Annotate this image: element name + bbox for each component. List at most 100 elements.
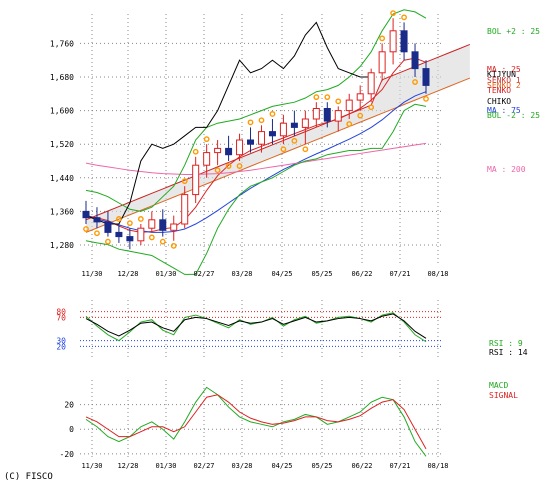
rsi-tick-label: 20	[56, 342, 66, 351]
rsi-legend-label: RSI : 14	[489, 348, 528, 357]
rsi-legend-label: RSI : 9	[489, 339, 523, 348]
psar-dot	[214, 167, 221, 174]
copyright-notice: (C) FISCO	[4, 472, 53, 482]
psar-dot	[269, 111, 276, 117]
psar-dot	[302, 146, 309, 153]
psar-dot	[170, 242, 177, 249]
x-tick-label: 03/28	[231, 270, 252, 278]
price-legend-label: BOL -2 : 25	[487, 111, 540, 120]
x-tick-label: 01/30	[155, 270, 176, 278]
psar-dot	[258, 117, 265, 124]
x-tick-label: 04/25	[271, 270, 292, 278]
candle-body	[290, 122, 298, 128]
psar-dot	[159, 238, 166, 245]
price-legend-label: MA : 25	[487, 65, 521, 74]
candle-body	[323, 108, 331, 122]
y-tick-label: 1,760	[50, 39, 74, 48]
rsi-tick-label: 30	[56, 337, 66, 346]
psar-dot	[357, 112, 364, 119]
psar-dot	[280, 146, 287, 153]
candle-body	[312, 108, 320, 120]
y-tick-label: 1,600	[50, 107, 74, 116]
psar-dot	[137, 216, 144, 222]
macd-line	[85, 386, 427, 457]
psar-dot	[313, 94, 320, 101]
candle-body	[356, 93, 364, 101]
candle-body	[247, 139, 255, 145]
psar-dot	[291, 137, 298, 144]
candle-body	[82, 210, 90, 219]
series-line	[85, 142, 427, 175]
psar-dot	[83, 226, 89, 232]
psar-dot	[94, 230, 100, 237]
psar-dot	[181, 178, 188, 185]
rsi-tick-label: 70	[56, 313, 66, 322]
psar-dot	[236, 163, 243, 169]
x-tick-label: 06/22	[351, 270, 372, 278]
macd-tick-label: 0	[69, 425, 74, 434]
y-tick-label: 1,520	[50, 140, 74, 149]
price-legend-label: MA : 200	[487, 165, 526, 174]
x-tick-label: 12/28	[117, 270, 138, 278]
candle-body	[181, 194, 189, 225]
price-legend-label: MA : 75	[487, 106, 521, 115]
candle-body	[301, 118, 309, 128]
candle-body	[203, 152, 211, 166]
psar-dot	[401, 14, 407, 21]
psar-dot	[105, 238, 111, 245]
x-tick-label-bottom: 01/30	[155, 462, 176, 470]
y-tick-label: 1,680	[50, 73, 74, 82]
candle-body	[148, 219, 156, 229]
candle-body	[279, 122, 287, 137]
macd-tick-label: 20	[64, 401, 74, 410]
macd-legend-label: MACD	[489, 381, 508, 390]
x-tick-label-bottom: 08/18	[427, 462, 448, 470]
candle-body	[367, 72, 375, 95]
candle-body	[378, 51, 386, 74]
x-tick-label-bottom: 02/27	[193, 462, 214, 470]
x-tick-label-bottom: 03/28	[231, 462, 252, 470]
candle-body	[400, 30, 408, 53]
candle-body	[192, 164, 200, 196]
price-legend-label: KIJYUN	[487, 70, 516, 79]
psar-dot	[247, 119, 254, 126]
series-line	[85, 21, 372, 225]
x-tick-label: 07/21	[389, 270, 410, 278]
rsi-line	[85, 313, 427, 339]
candle-body	[411, 51, 419, 70]
psar-dot	[148, 234, 155, 241]
y-tick-label: 1,280	[50, 241, 74, 250]
candle-body	[257, 131, 265, 145]
psar-dot	[346, 121, 353, 127]
y-tick-label: 1,440	[50, 174, 74, 183]
candle-body	[104, 221, 112, 233]
candle-body	[225, 147, 233, 156]
candle-body	[126, 236, 134, 242]
psar-dot	[324, 94, 331, 101]
x-tick-label: 05/25	[311, 270, 332, 278]
x-tick-label: 08/18	[427, 270, 448, 278]
candle-body	[170, 223, 178, 231]
candle-body	[345, 99, 353, 112]
candle-body	[115, 231, 123, 238]
price-legend-label: SENKO 2	[487, 81, 521, 90]
psar-dot	[368, 104, 375, 111]
candle-body	[389, 30, 397, 53]
psar-dot	[335, 98, 342, 105]
series-line	[85, 103, 427, 275]
x-tick-label-bottom: 06/22	[351, 462, 372, 470]
rsi-tick-label: 80	[56, 308, 66, 317]
x-tick-label: 02/27	[193, 270, 214, 278]
candle-body	[236, 139, 244, 156]
macd-line	[85, 394, 427, 450]
price-legend-label: BOL +2 : 25	[487, 27, 540, 36]
senko-2-line	[85, 77, 471, 233]
macd-legend-label: SIGNAL	[489, 391, 518, 400]
candle-body	[422, 68, 430, 86]
x-tick-label: 11/30	[81, 270, 102, 278]
series-line	[85, 9, 427, 212]
candle-body	[93, 217, 101, 223]
psar-dot	[126, 220, 133, 227]
x-tick-label-bottom: 07/21	[389, 462, 410, 470]
